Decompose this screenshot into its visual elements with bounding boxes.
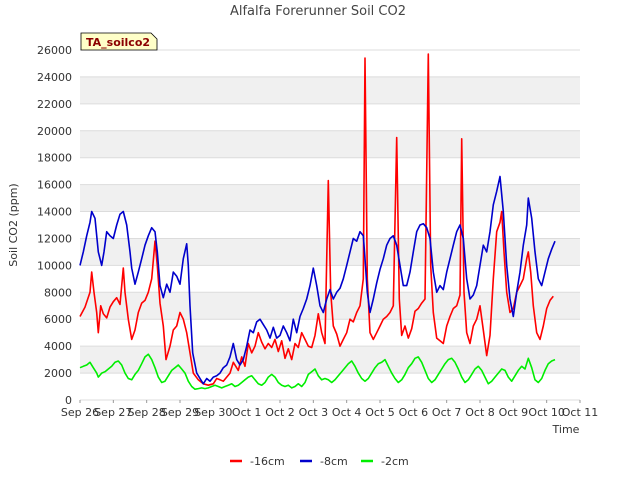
x-tick-label: Sep 30: [194, 406, 232, 419]
y-tick-label: 2000: [44, 367, 72, 380]
y-tick-label: 0: [65, 394, 72, 407]
y-tick-label: 12000: [37, 232, 72, 245]
legend-label: -2cm: [381, 455, 409, 468]
x-tick-label: Oct 4: [332, 406, 362, 419]
y-tick-label: 8000: [44, 286, 72, 299]
series-line-2cmcm: [79, 353, 556, 390]
x-tick-label: Sep 28: [128, 406, 166, 419]
x-tick-label: Oct 11: [562, 406, 599, 419]
y-tick-label: 26000: [37, 44, 72, 57]
x-tick-label: Sep 29: [161, 406, 199, 419]
grid-band: [80, 319, 580, 347]
sensor-tag-box: [80, 32, 158, 51]
y-axis-title: Soil CO2 (ppm): [7, 183, 20, 266]
grid-band: [80, 76, 580, 104]
x-tick-label: Oct 5: [365, 406, 395, 419]
grid-band: [80, 346, 580, 374]
y-tick-label: 14000: [37, 206, 72, 219]
x-tick-label: Oct 3: [299, 406, 329, 419]
legend-label: -8cm: [320, 455, 348, 468]
x-tick-label: Oct 2: [265, 406, 295, 419]
y-tick-label: 16000: [37, 179, 72, 192]
grid-band: [80, 130, 580, 158]
series-line-16cmcm: [79, 53, 554, 386]
x-tick-label: Oct 7: [432, 406, 462, 419]
x-tick-label: Oct 6: [399, 406, 429, 419]
y-tick-label: 18000: [37, 152, 72, 165]
grid-band: [80, 292, 580, 320]
grid-band: [80, 50, 580, 77]
x-tick-label: Sep 27: [94, 406, 132, 419]
legend: -16cm -8cm -2cm: [230, 455, 409, 468]
series-lines: [79, 53, 556, 390]
legend-label: -16cm: [250, 455, 285, 468]
y-axis-ticks: 0 2000 4000 6000 8000 10000 12000 14000 16000 180…: [37, 44, 72, 407]
x-tick-label: Oct 8: [465, 406, 495, 419]
x-tick-label: Oct 1: [232, 406, 262, 419]
y-tick-label: 24000: [37, 71, 72, 84]
x-tick-label: Sep 26: [61, 406, 99, 419]
grid-band: [80, 157, 580, 185]
grid-band: [80, 184, 580, 212]
grid-band: [80, 373, 580, 400]
x-axis-title: Time: [552, 423, 580, 436]
y-tick-label: 20000: [37, 125, 72, 138]
x-tick-label: Oct 9: [499, 406, 529, 419]
y-tick-label: 4000: [44, 340, 72, 353]
sensor-tag-label: TA_soilco2: [86, 36, 150, 49]
y-tick-label: 6000: [44, 313, 72, 326]
y-tick-label: 10000: [37, 259, 72, 272]
chart-title: Alfalfa Forerunner Soil CO2: [230, 4, 406, 19]
sensor-tag: TA_soilco2: [80, 32, 158, 51]
x-tick-label: Oct 10: [528, 406, 565, 419]
series-line-8cmcm: [79, 175, 556, 385]
y-tick-label: 22000: [37, 98, 72, 111]
grid-band: [80, 103, 580, 131]
